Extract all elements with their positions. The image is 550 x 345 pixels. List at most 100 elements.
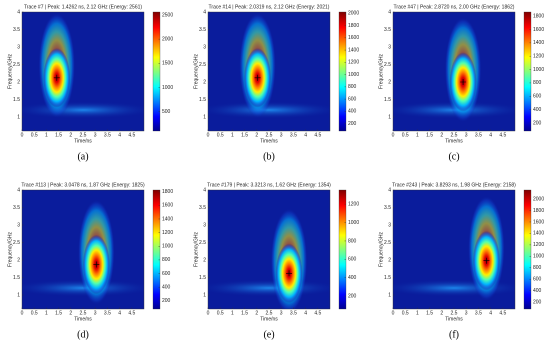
x-tick-label: 3 <box>465 132 468 138</box>
x-axis-label: Time/ns <box>74 138 92 144</box>
x-tick-label: 2.5 <box>451 132 458 138</box>
colorbar-tick-label: 800 <box>348 238 357 244</box>
y-tick-label: 2.5 <box>199 62 206 68</box>
x-tick-label: 1.5 <box>55 132 62 138</box>
colorbar-tick-label: 2000 <box>533 196 544 202</box>
colorbar-tick-label: 1600 <box>162 203 173 209</box>
colorbar-tick-label: 200 <box>533 120 542 126</box>
x-tick-label: 0 <box>392 132 395 138</box>
x-tick-label: 3.5 <box>104 310 111 316</box>
panel-title: Trace #14 | Peak: 2.0319 ns, 2.12 GHz (E… <box>209 4 330 10</box>
x-tick-label: 0.5 <box>217 132 224 138</box>
y-axis-label: Frequency/GHz <box>193 231 199 267</box>
x-tick-label: 0.5 <box>31 310 38 316</box>
colorbar <box>523 189 532 310</box>
y-tick-label: 3 <box>203 222 206 228</box>
y-axis-label: Frequency/GHz <box>7 231 13 267</box>
x-tick-label: 4.5 <box>128 132 135 138</box>
low-band <box>208 101 330 119</box>
x-tick-label: 1 <box>45 310 48 316</box>
colorbar-tick-label: 2500 <box>162 12 173 18</box>
colorbar-tick-label: 1000 <box>162 85 173 91</box>
colorbar-tick-label: 400 <box>348 275 357 281</box>
colorbar-tick-label: 1000 <box>533 67 544 73</box>
panel-title: Trace #47 | Peak: 2.8720 ns, 2.00 GHz (E… <box>394 4 515 10</box>
colorbar-tick-label: 1400 <box>533 231 544 237</box>
x-tick-label: 3.5 <box>475 310 482 316</box>
colorbar-tick-label: 1800 <box>348 23 359 29</box>
panel-title: Trace #243 | Peak: 3.8293 ns, 1.98 GHz (… <box>392 182 516 188</box>
peak-marker <box>254 74 261 81</box>
y-tick-label: 1.5 <box>13 275 20 281</box>
colorbar-tick-label: 400 <box>162 285 171 291</box>
colorbar-tick-label: 1800 <box>162 189 173 195</box>
x-tick-label: 1 <box>231 132 234 138</box>
x-tick-label: 3.5 <box>290 132 297 138</box>
y-tick-label: 4 <box>203 187 206 193</box>
x-tick-label: 3.5 <box>104 132 111 138</box>
x-tick-label: 2.5 <box>266 132 273 138</box>
colorbar-tick-label: 400 <box>533 107 542 113</box>
y-tick-label: 1 <box>203 292 206 298</box>
x-tick-label: 4 <box>489 310 492 316</box>
colorbar-tick-label: 1400 <box>533 40 544 46</box>
colorbar-tick-label: 200 <box>533 299 542 305</box>
colorbar-tick-label: 800 <box>162 257 171 263</box>
x-tick-label: 2 <box>255 132 258 138</box>
x-tick-label: 2 <box>440 310 443 316</box>
y-tick-label: 2 <box>17 79 20 85</box>
y-tick-label: 1 <box>388 292 391 298</box>
plot-area <box>393 190 515 309</box>
panel-title: Trace #179 | Peak: 3.3213 ns, 1.62 GHz (… <box>207 182 331 188</box>
x-tick-label: 3 <box>280 310 283 316</box>
x-tick-label: 2 <box>255 310 258 316</box>
colorbar-tick-label: 1600 <box>348 35 359 41</box>
y-tick-label: 3.5 <box>384 27 391 33</box>
y-tick-label: 1.5 <box>199 97 206 103</box>
colorbar-tick-label: 2000 <box>348 11 359 17</box>
y-tick-label: 4 <box>388 187 391 193</box>
panel-label: (a) <box>77 151 88 162</box>
x-tick-label: 2 <box>69 310 72 316</box>
colorbar-tick-label: 1200 <box>162 230 173 236</box>
x-tick-label: 1.5 <box>55 310 62 316</box>
panel-title: Trace #113 | Peak: 3.0478 ns, 1.87 GHz (… <box>21 182 145 188</box>
y-tick-label: 2.5 <box>13 240 20 246</box>
y-tick-label: 3.5 <box>13 205 20 211</box>
x-tick-label: 4.5 <box>314 310 321 316</box>
x-tick-label: 1.5 <box>241 310 248 316</box>
y-tick-label: 2 <box>203 79 206 85</box>
colorbar-tick-label: 200 <box>348 293 357 299</box>
x-tick-label: 0 <box>21 310 24 316</box>
x-tick-label: 1.5 <box>426 310 433 316</box>
plot-area <box>208 12 330 131</box>
colorbar-tick-label: 1600 <box>533 219 544 225</box>
x-tick-label: 3 <box>280 132 283 138</box>
y-tick-label: 4 <box>388 9 391 15</box>
x-tick-label: 4.5 <box>499 132 506 138</box>
plot-area <box>22 12 144 131</box>
y-tick-label: 1 <box>203 114 206 120</box>
x-tick-label: 2.5 <box>80 132 87 138</box>
x-tick-label: 0.5 <box>217 310 224 316</box>
plot-area <box>22 190 144 309</box>
y-tick-label: 1 <box>17 114 20 120</box>
colorbar <box>523 11 532 132</box>
peak-marker <box>53 74 60 81</box>
y-tick-label: 1.5 <box>384 97 391 103</box>
x-tick-label: 1 <box>45 132 48 138</box>
x-tick-label: 3.5 <box>290 310 297 316</box>
panel-label: (d) <box>77 329 89 340</box>
colorbar-tick-label: 200 <box>162 298 171 304</box>
colorbar-tick-label: 1500 <box>162 61 173 67</box>
colorbar-tick-label: 400 <box>348 109 357 115</box>
x-tick-label: 4.5 <box>314 132 321 138</box>
y-tick-label: 4 <box>17 9 20 15</box>
x-tick-label: 1 <box>416 310 419 316</box>
panel-title: Trace #7 | Peak: 1.4262 ns, 2.12 GHz (En… <box>24 4 142 10</box>
x-tick-label: 3 <box>94 310 97 316</box>
x-tick-label: 3 <box>94 132 97 138</box>
x-tick-label: 3 <box>465 310 468 316</box>
colorbar-tick-label: 600 <box>348 96 357 102</box>
colorbar-tick-label: 500 <box>162 109 171 115</box>
